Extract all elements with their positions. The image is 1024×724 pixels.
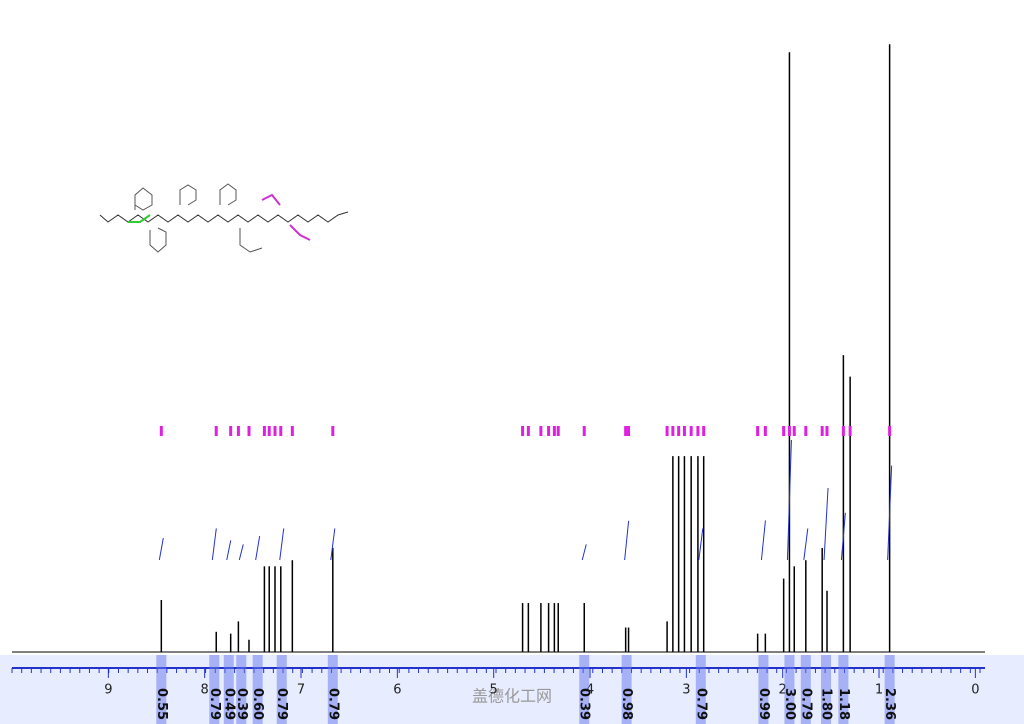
integral-curve bbox=[786, 439, 792, 561]
integral-curve bbox=[158, 537, 164, 561]
integral-curve bbox=[279, 528, 285, 561]
integral-curve bbox=[330, 528, 336, 561]
integral-curve bbox=[226, 540, 232, 561]
integral-curve bbox=[624, 520, 630, 561]
axis-band bbox=[0, 655, 1024, 724]
integral-label: 3.00 bbox=[782, 688, 797, 720]
x-tick-label: 2 bbox=[779, 683, 787, 698]
integral-label: 2.36 bbox=[882, 688, 897, 720]
integral-curve bbox=[698, 528, 704, 561]
integral-curve bbox=[211, 528, 217, 561]
integral-label: 0.60 bbox=[250, 688, 265, 720]
integral-region bbox=[276, 655, 287, 724]
integral-label: 0.79 bbox=[274, 688, 289, 720]
integral-label: 0.79 bbox=[798, 688, 813, 720]
integral-label: 0.39 bbox=[577, 688, 592, 720]
integral-region bbox=[800, 655, 811, 724]
integral-region bbox=[784, 655, 795, 724]
integral-label: 0.98 bbox=[619, 688, 634, 720]
x-tick-label: 7 bbox=[297, 683, 305, 698]
integral-region bbox=[579, 655, 590, 724]
integral-region bbox=[252, 655, 263, 724]
integral-curve bbox=[840, 512, 846, 561]
integral-region bbox=[209, 655, 220, 724]
integral-label: 0.55 bbox=[154, 688, 169, 720]
integral-label: 0.79 bbox=[693, 688, 708, 720]
integral-curve bbox=[581, 544, 587, 561]
integral-curve bbox=[887, 465, 893, 561]
x-tick-label: 0 bbox=[971, 683, 979, 698]
integral-region bbox=[695, 655, 706, 724]
x-tick-label: 1 bbox=[875, 683, 883, 698]
integral-region bbox=[327, 655, 338, 724]
integral-region bbox=[884, 655, 895, 724]
x-tick-label: 4 bbox=[586, 683, 594, 698]
integral-curve bbox=[760, 520, 766, 561]
integral-label: 0.79 bbox=[207, 688, 222, 720]
integral-label: 0.99 bbox=[756, 688, 771, 720]
integral-curve bbox=[823, 487, 829, 561]
integral-curve bbox=[803, 528, 809, 561]
integral-label: 0.79 bbox=[325, 688, 340, 720]
integral-label: 1.80 bbox=[819, 688, 834, 720]
integral-label: 0.49 bbox=[221, 688, 236, 720]
x-tick-label: 9 bbox=[104, 683, 112, 698]
integral-region bbox=[621, 655, 632, 724]
watermark: 盖德化工网 bbox=[472, 687, 552, 706]
integral-label: 1.18 bbox=[836, 688, 851, 720]
integral-curve bbox=[255, 535, 261, 561]
integral-region bbox=[236, 655, 247, 724]
structure bbox=[99, 183, 349, 253]
integral-curve bbox=[238, 544, 244, 561]
integral-region bbox=[758, 655, 769, 724]
x-tick-label: 3 bbox=[682, 683, 690, 698]
integral-label: 0.39 bbox=[234, 688, 249, 720]
integral-region bbox=[223, 655, 234, 724]
x-tick-label: 6 bbox=[393, 683, 401, 698]
integral-region bbox=[838, 655, 849, 724]
x-tick-label: 8 bbox=[201, 683, 209, 698]
integral-region bbox=[821, 655, 832, 724]
integral-region bbox=[156, 655, 167, 724]
x-tick-label: 5 bbox=[490, 683, 498, 698]
